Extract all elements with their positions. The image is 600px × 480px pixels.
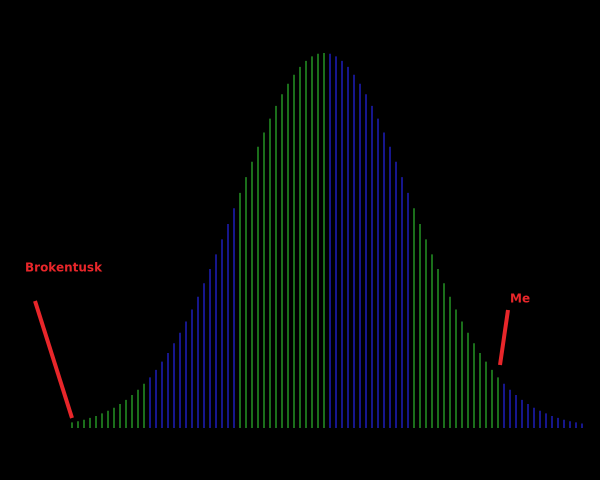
annotation: Brokentusk: [25, 261, 103, 275]
annotation: Me: [510, 292, 530, 306]
bars: [71, 53, 583, 428]
annotation-pointer: [33, 300, 74, 419]
annotation-pointer: [498, 309, 510, 366]
